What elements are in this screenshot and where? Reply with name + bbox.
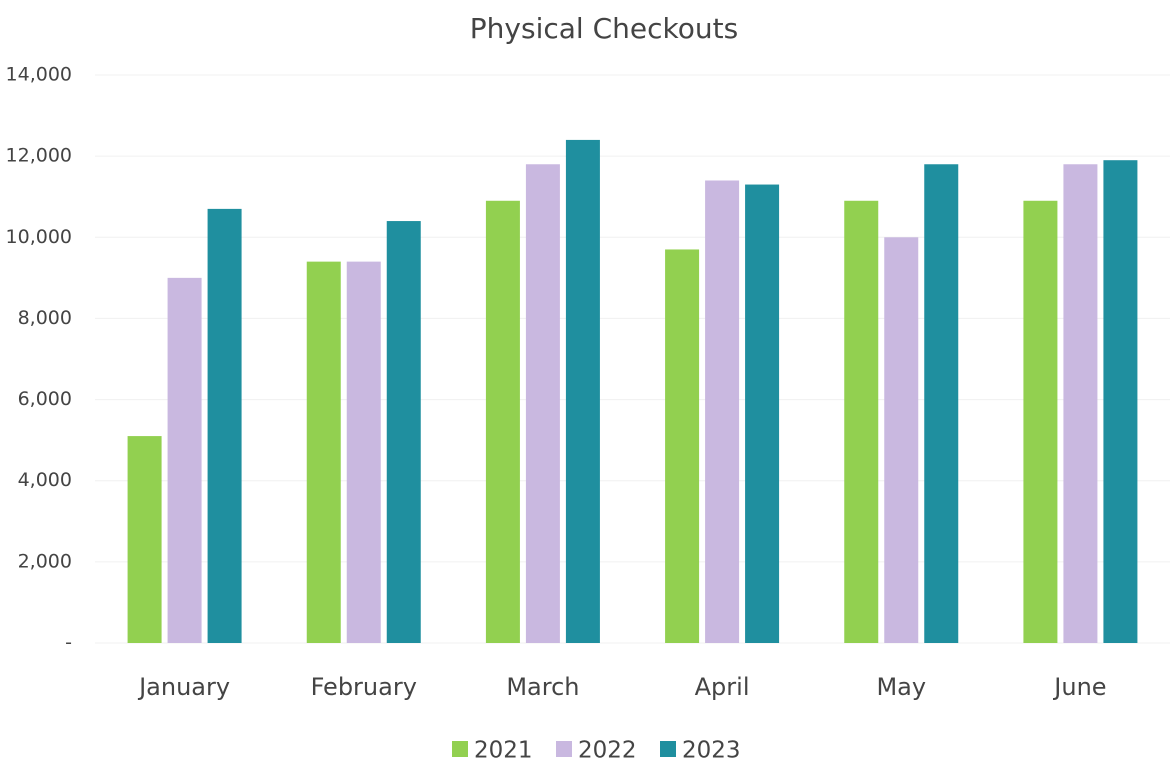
legend-label: 2023 <box>682 738 741 764</box>
bar <box>346 261 381 643</box>
legend-swatch <box>556 741 572 757</box>
y-tick-label: - <box>65 632 72 654</box>
legend-label: 2021 <box>474 738 533 764</box>
legend-label: 2022 <box>578 738 637 764</box>
x-tick-label: March <box>506 673 579 701</box>
chart-title: Physical Checkouts <box>470 12 738 45</box>
legend-swatch <box>452 741 468 757</box>
y-tick-label: 12,000 <box>6 145 72 167</box>
bar <box>745 184 780 644</box>
bar <box>485 200 520 643</box>
bar <box>665 249 700 643</box>
bar <box>167 277 202 643</box>
bar <box>565 139 600 643</box>
bar <box>525 164 560 643</box>
x-tick-label: April <box>695 673 750 701</box>
bar <box>127 436 162 643</box>
x-tick-label: February <box>311 673 417 701</box>
legend-swatch <box>660 741 676 757</box>
bar <box>1063 164 1098 643</box>
bar <box>386 221 421 644</box>
x-tick-label: January <box>137 673 230 701</box>
y-tick-label: 10,000 <box>6 226 72 248</box>
bar <box>207 208 242 643</box>
y-tick-label: 8,000 <box>18 307 72 329</box>
y-tick-label: 2,000 <box>18 550 72 572</box>
bar <box>1103 160 1138 643</box>
x-tick-label: June <box>1052 673 1106 701</box>
bar <box>306 261 341 643</box>
y-tick-label: 6,000 <box>18 388 72 410</box>
bar <box>1023 200 1058 643</box>
y-tick-label: 14,000 <box>6 64 72 86</box>
bar <box>705 180 740 643</box>
bar <box>884 237 919 644</box>
bar <box>924 164 959 643</box>
bar <box>844 200 879 643</box>
x-tick-label: May <box>876 673 926 701</box>
y-tick-label: 4,000 <box>18 469 72 491</box>
